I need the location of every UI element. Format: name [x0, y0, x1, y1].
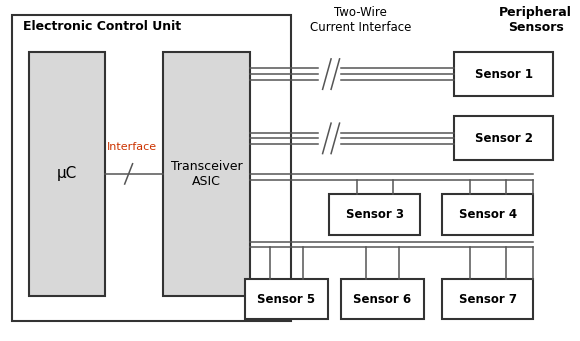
Text: Sensor 6: Sensor 6	[353, 293, 412, 306]
Bar	[340, 279, 425, 319]
Bar	[454, 116, 553, 160]
Text: μC: μC	[56, 166, 77, 181]
Bar	[454, 52, 553, 96]
Text: Electronic Control Unit: Electronic Control Unit	[23, 20, 181, 33]
Bar	[443, 194, 533, 235]
Bar	[162, 52, 250, 296]
Bar	[12, 15, 292, 321]
Bar	[245, 279, 328, 319]
Text: Sensor 5: Sensor 5	[258, 293, 316, 306]
Text: Two-Wire
Current Interface: Two-Wire Current Interface	[310, 6, 411, 34]
Text: Interface: Interface	[106, 142, 157, 152]
Bar	[329, 194, 420, 235]
Text: Sensor 4: Sensor 4	[459, 208, 517, 221]
Text: Sensor 7: Sensor 7	[459, 293, 517, 306]
Text: Transceiver
ASIC: Transceiver ASIC	[171, 160, 242, 188]
Text: Sensor 3: Sensor 3	[346, 208, 404, 221]
Text: Sensor 2: Sensor 2	[474, 132, 532, 145]
Text: Peripheral
Sensors: Peripheral Sensors	[499, 6, 572, 34]
Bar	[443, 279, 533, 319]
Bar	[28, 52, 105, 296]
Text: Sensor 1: Sensor 1	[474, 68, 532, 80]
